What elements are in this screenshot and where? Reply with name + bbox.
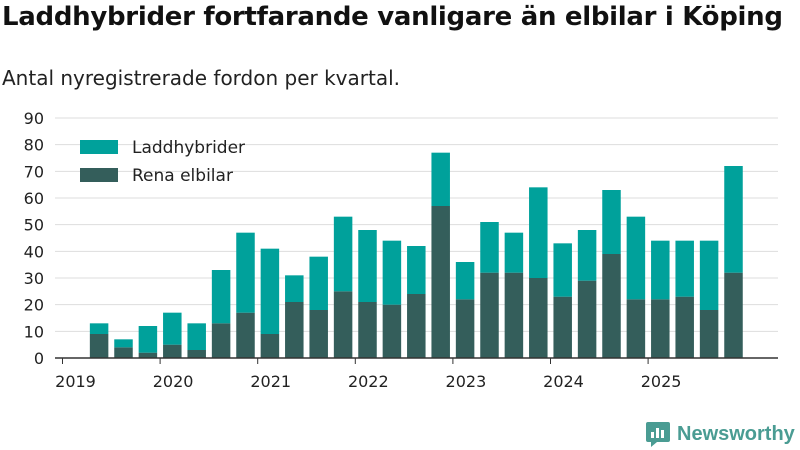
bar-rena-elbilar	[651, 299, 670, 358]
bar-laddhybrider	[480, 222, 499, 273]
y-tick-label: 50	[24, 216, 44, 235]
y-tick-label: 40	[24, 242, 44, 261]
bar-rena-elbilar	[89, 334, 109, 358]
bar-laddhybrider	[699, 240, 719, 310]
bar-rena-elbilar	[285, 302, 304, 358]
bar-laddhybrider	[211, 270, 231, 324]
y-tick-label: 0	[34, 349, 44, 368]
y-tick-label: 10	[24, 322, 44, 341]
y-tick-label: 70	[24, 162, 44, 181]
bar-rena-elbilar	[626, 299, 646, 358]
bar-laddhybrider	[382, 240, 402, 305]
bar-laddhybrider	[407, 246, 426, 294]
x-tick-label: 2021	[250, 372, 291, 391]
bar-laddhybrider	[675, 240, 694, 297]
chart-title: Laddhybrider fortfarande vanligare än el…	[2, 2, 783, 32]
bar-laddhybrider	[651, 240, 670, 300]
bar-rena-elbilar	[553, 296, 572, 358]
bar-rena-elbilar	[114, 347, 133, 358]
bar-rena-elbilar	[382, 304, 402, 358]
bar-laddhybrider	[431, 152, 450, 206]
x-tick-label: 2019	[55, 372, 96, 391]
x-tick-label: 2020	[153, 372, 194, 391]
bar-laddhybrider	[504, 232, 524, 273]
bar-laddhybrider	[358, 230, 377, 302]
bar-rena-elbilar	[358, 302, 377, 358]
bar-laddhybrider	[187, 323, 206, 350]
bar-rena-elbilar	[455, 299, 475, 358]
bar-laddhybrider	[333, 216, 353, 292]
bar-laddhybrider	[602, 190, 621, 254]
legend-swatch-rena-elbilar	[80, 168, 118, 182]
bar-rena-elbilar	[211, 323, 231, 358]
bar-rena-elbilar	[675, 296, 694, 358]
bar-rena-elbilar	[138, 352, 158, 358]
axes: 0 10 20 30 40 50 60 70 80 90 2019 2020 2021 2022 2023 2…	[24, 109, 778, 391]
bar-laddhybrider	[89, 323, 109, 334]
bar-rena-elbilar	[431, 206, 450, 358]
legend: Laddhybrider Rena elbilar	[80, 138, 245, 186]
bar-rena-elbilar	[407, 294, 426, 358]
bar-laddhybrider	[553, 243, 572, 297]
x-tick-label: 2025	[641, 372, 682, 391]
bar-rena-elbilar	[724, 272, 743, 358]
bar-laddhybrider	[724, 166, 743, 273]
bar-rena-elbilar	[602, 254, 621, 358]
bar-rena-elbilar	[529, 278, 548, 358]
bar-laddhybrider	[626, 216, 646, 300]
legend-label: Laddhybrider	[132, 138, 245, 158]
y-tick-label: 20	[24, 296, 44, 315]
bar-rena-elbilar	[480, 272, 499, 358]
legend-label: Rena elbilar	[132, 166, 233, 186]
bar-laddhybrider	[455, 262, 475, 300]
x-tick-label: 2024	[543, 372, 584, 391]
bar-laddhybrider	[577, 230, 597, 281]
bar-rena-elbilar	[187, 350, 206, 358]
bar-laddhybrider	[163, 312, 182, 345]
bar-laddhybrider	[236, 232, 255, 313]
y-tick-label: 60	[24, 189, 44, 208]
bar-rena-elbilar	[309, 310, 328, 358]
bar-laddhybrider	[114, 339, 133, 348]
bar-rena-elbilar	[577, 280, 597, 358]
bar-laddhybrider	[285, 275, 304, 302]
x-tick-label: 2023	[446, 372, 487, 391]
y-tick-label: 80	[24, 136, 44, 155]
bar-rena-elbilar	[333, 291, 353, 358]
y-tick-label: 30	[24, 269, 44, 288]
newsworthy-logo: Newsworthy	[645, 420, 795, 448]
bar-rena-elbilar	[260, 334, 280, 358]
bar-laddhybrider	[260, 248, 280, 334]
y-tick-label: 90	[24, 109, 44, 128]
bar-laddhybrider	[529, 187, 548, 278]
bar-rena-elbilar	[504, 272, 524, 358]
chart-subtitle: Antal nyregistrerade fordon per kvartal.	[2, 66, 401, 90]
bars	[89, 152, 743, 358]
newsworthy-logo-icon	[646, 422, 670, 447]
bar-laddhybrider	[309, 256, 328, 310]
bar-rena-elbilar	[236, 312, 255, 358]
bar-laddhybrider	[138, 326, 158, 353]
bar-rena-elbilar	[699, 310, 719, 358]
brand-name: Newsworthy	[677, 422, 795, 445]
bar-rena-elbilar	[163, 344, 182, 358]
legend-swatch-laddhybrider	[80, 140, 118, 154]
x-tick-label: 2022	[348, 372, 389, 391]
